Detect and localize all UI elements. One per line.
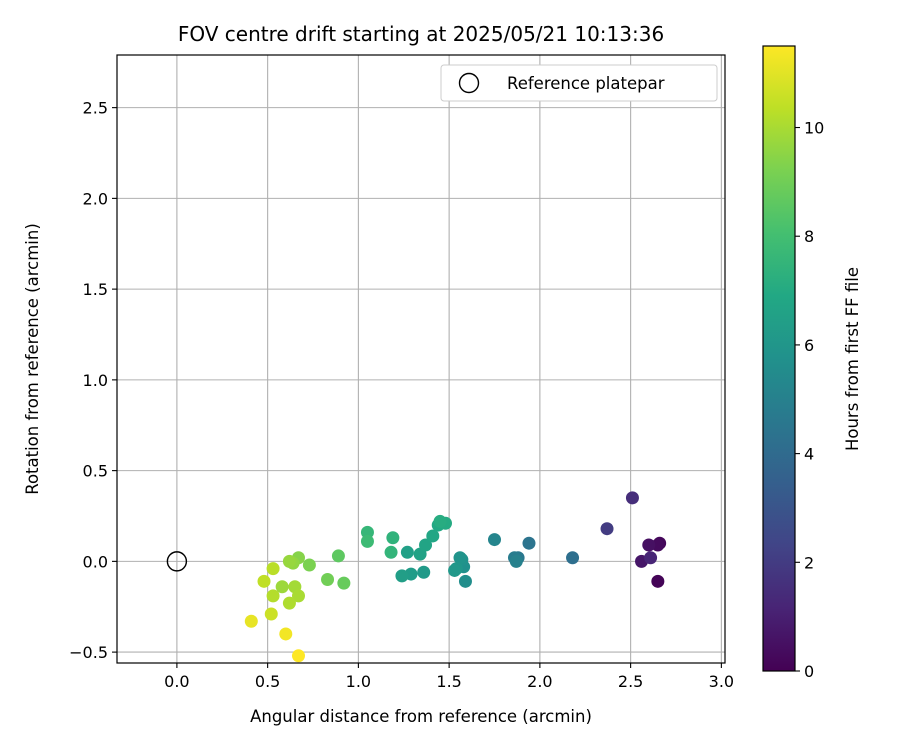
scatter-point (337, 576, 351, 590)
x-tick-label: 0.0 (164, 672, 189, 691)
scatter-point (321, 573, 335, 587)
gridlines (117, 55, 725, 663)
scatter-point (282, 596, 296, 610)
scatter-point (644, 551, 658, 565)
scatter-point (448, 563, 462, 577)
x-tick-label: 1.0 (346, 672, 371, 691)
data-points (244, 491, 667, 663)
scatter-point (386, 531, 400, 545)
scatter-point (600, 522, 614, 536)
scatter-point (417, 565, 431, 579)
colorbar: 0 2 4 6 8 10 Hours from first FF file (762, 45, 862, 681)
y-axis-label: Rotation from reference (arcmin) (23, 223, 42, 495)
scatter-point (275, 580, 289, 594)
reference-marker (166, 551, 188, 572)
scatter-point (279, 627, 293, 641)
x-tick-label: 2.0 (527, 672, 552, 691)
scatter-point (433, 514, 447, 528)
x-tick-label: 1.5 (436, 672, 461, 691)
scatter-point (291, 649, 305, 663)
colorbar-tick-label: 2 (804, 553, 814, 572)
scatter-point (266, 589, 280, 603)
scatter-point (244, 614, 258, 628)
colorbar-tick-label: 4 (804, 445, 814, 464)
chart-title: FOV centre drift starting at 2025/05/21 … (178, 22, 664, 46)
colorbar-ticks: 0 2 4 6 8 10 (795, 119, 824, 681)
legend: Reference platepar (440, 64, 718, 102)
scatter-point (395, 569, 409, 583)
scatter-point (302, 558, 316, 572)
y-tick-label: 0.0 (83, 552, 108, 571)
y-tick-label: −0.5 (69, 643, 108, 662)
scatter-point (458, 574, 472, 588)
x-tick-label: 3.0 (709, 672, 734, 691)
scatter-point (257, 574, 271, 588)
colorbar-tick-label: 6 (804, 336, 814, 355)
scatter-point (651, 574, 665, 588)
legend-box (440, 64, 718, 102)
colorbar-tick-label: 0 (804, 662, 814, 681)
scatter-point (509, 554, 523, 568)
scatter-point (522, 536, 536, 550)
colorbar-tick-label: 8 (804, 227, 814, 246)
scatter-point (264, 607, 278, 621)
legend-open-circle-marker (458, 72, 480, 94)
y-tick-label: 2.0 (83, 189, 108, 208)
x-tick-label: 2.5 (618, 672, 643, 691)
plot-frame (116, 54, 726, 664)
scatter-point (331, 549, 345, 563)
scatter-point (360, 525, 374, 539)
scatter-point (282, 554, 296, 568)
scatter-point (488, 533, 502, 547)
colorbar-label: Hours from first FF file (843, 267, 862, 451)
y-tick-label: 1.0 (83, 371, 108, 390)
scatter-point (419, 538, 433, 552)
scatter-point (360, 534, 374, 548)
scatter-point (291, 589, 305, 603)
scatter-point (642, 538, 656, 552)
scatter-point (400, 545, 414, 559)
y-tick-label: 1.5 (83, 280, 108, 299)
scatter-point (384, 545, 398, 559)
x-axis-ticks: 0.0 0.5 1.0 1.5 2.0 2.5 3.0 (164, 663, 734, 691)
y-tick-label: 0.5 (83, 462, 108, 481)
colorbar-gradient (762, 45, 796, 672)
scatter-point (651, 538, 665, 552)
legend-entry-label: Reference platepar (507, 74, 665, 93)
scatter-point (566, 551, 580, 565)
scatter-point (266, 562, 280, 576)
scatter-point (453, 551, 467, 565)
x-tick-label: 0.5 (255, 672, 280, 691)
x-axis-label: Angular distance from reference (arcmin) (250, 707, 592, 726)
reference-platepar-marker (166, 551, 188, 572)
scatter-point (625, 491, 639, 505)
y-tick-label: 2.5 (83, 99, 108, 118)
colorbar-tick-label: 10 (804, 119, 824, 138)
scatter-point (426, 529, 440, 543)
y-axis-ticks: −0.5 0.0 0.5 1.0 1.5 2.0 2.5 (69, 99, 117, 662)
